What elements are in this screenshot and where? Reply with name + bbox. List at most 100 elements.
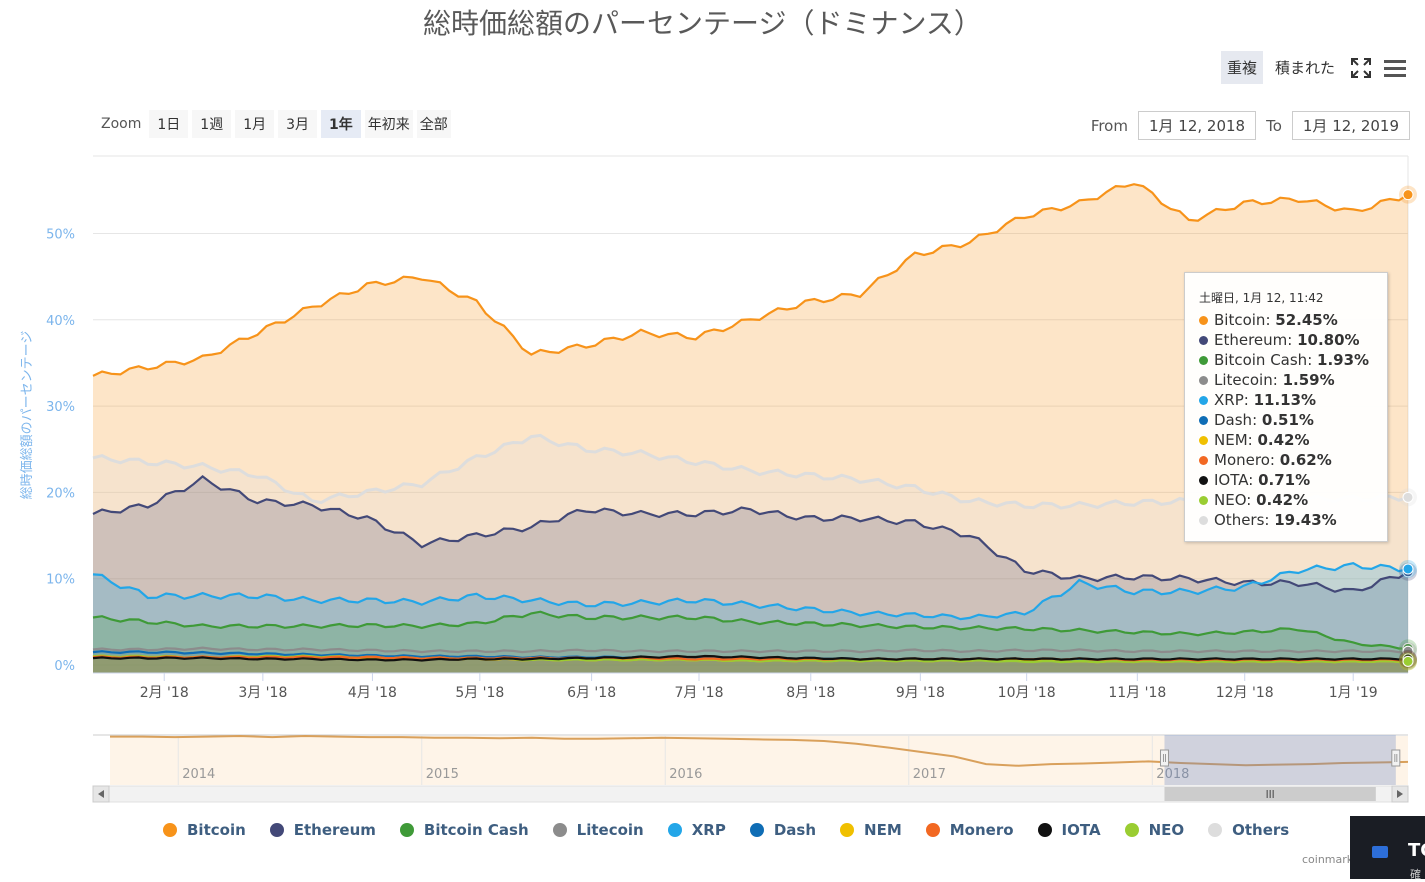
x-tick-label: 6月 '18 bbox=[567, 685, 616, 701]
y-tick-label: 40% bbox=[46, 314, 75, 329]
legend-label: NEM bbox=[864, 821, 902, 839]
chart-mode-toolbar: 重複 積まれた bbox=[1220, 51, 1409, 84]
x-tick-label: 10月 '18 bbox=[998, 685, 1056, 701]
legend-dot-icon bbox=[269, 823, 284, 837]
tooltip-row: Bitcoin: 52.45% bbox=[1199, 310, 1387, 330]
legend: Bitcoin Ethereum Bitcoin Cash Litecoin XRP Da… bbox=[163, 821, 1313, 839]
y-tick-label: 20% bbox=[46, 486, 75, 501]
scrollbar bbox=[92, 785, 1409, 803]
y-tick-label: 50% bbox=[46, 228, 75, 243]
legend-item-others[interactable]: Others bbox=[1208, 821, 1289, 839]
stacked-mode-button[interactable]: 積まれた bbox=[1274, 59, 1335, 77]
tooltip-dot-icon bbox=[1199, 436, 1208, 445]
widget-subtext: 確 bbox=[1410, 868, 1421, 881]
tooltip-row: IOTA: 0.71% bbox=[1199, 470, 1387, 490]
menu-icon[interactable] bbox=[1381, 54, 1409, 82]
tooltip-series-name: NEM: bbox=[1214, 431, 1258, 449]
series-line-litecoin bbox=[92, 646, 1409, 654]
tooltip-date: 土曜日, 1月 12, 11:42 bbox=[1199, 291, 1324, 305]
tooltip-dot-icon bbox=[1199, 376, 1208, 385]
tooltip-row: NEM: 0.42% bbox=[1199, 430, 1387, 450]
tooltip-series-value: 0.71% bbox=[1258, 471, 1311, 489]
series-area-xrp bbox=[93, 563, 1408, 673]
x-tick-label: 1月 '19 bbox=[1329, 685, 1378, 701]
legend-dot-icon bbox=[1124, 823, 1139, 837]
tooltip-series-value: 0.42% bbox=[1257, 431, 1310, 449]
tooltip-row: Others: 19.43% bbox=[1199, 510, 1387, 530]
tooltip-series-value: 1.93% bbox=[1317, 351, 1370, 369]
x-tick-label: 4月 '18 bbox=[348, 685, 397, 701]
legend-label: Dash bbox=[773, 821, 817, 839]
zoom-all-button[interactable]: 全部 bbox=[416, 110, 451, 138]
series-end-marker bbox=[1402, 563, 1414, 575]
tooltip-dot-icon bbox=[1199, 316, 1208, 325]
tooltip-dot-icon bbox=[1199, 336, 1208, 345]
legend-label: Monero bbox=[949, 821, 1014, 839]
legend-label: Ethereum bbox=[293, 821, 376, 839]
x-tick-label: 9月 '18 bbox=[896, 685, 945, 701]
zoom-3m-button[interactable]: 3月 bbox=[278, 110, 318, 138]
legend-label: Bitcoin Cash bbox=[423, 821, 529, 839]
tooltip-series-name: Ethereum: bbox=[1214, 331, 1298, 349]
series-end-marker bbox=[1402, 655, 1414, 667]
legend-dot-icon bbox=[163, 823, 177, 837]
navigator-right-handle[interactable] bbox=[1391, 749, 1401, 767]
legend-item-ethereum[interactable]: Ethereum bbox=[269, 821, 376, 839]
legend-item-bitcoin[interactable]: Bitcoin bbox=[163, 821, 246, 839]
x-tick-label: 3月 '18 bbox=[238, 685, 287, 701]
legend-item-nem[interactable]: NEM bbox=[840, 821, 902, 839]
zoom-1d-button[interactable]: 1日 bbox=[149, 110, 189, 138]
legend-item-xrp[interactable]: XRP bbox=[667, 821, 726, 839]
series-line-bitcoin bbox=[92, 183, 1409, 377]
legend-label: XRP bbox=[691, 821, 726, 839]
navigator-handle-body bbox=[1159, 749, 1169, 767]
legend-item-iota[interactable]: IOTA bbox=[1037, 821, 1101, 839]
navigator-year-label: 2014 bbox=[182, 767, 215, 782]
series-markers bbox=[1399, 185, 1417, 671]
tooltip-row: Bitcoin Cash: 1.93% bbox=[1199, 350, 1387, 370]
zoom-1w-button[interactable]: 1週 bbox=[192, 110, 232, 138]
from-date-input[interactable]: 1月 12, 2018 bbox=[1137, 111, 1257, 140]
zoom-selector: Zoom 1日 1週 1月 3月 1年 年初来 全部 bbox=[101, 110, 451, 138]
tooltip-series-value: 0.51% bbox=[1261, 411, 1314, 429]
tooltip-series-value: 1.59% bbox=[1282, 371, 1335, 389]
date-range: From 1月 12, 2018 To 1月 12, 2019 bbox=[1091, 111, 1410, 140]
legend-item-bitcoin-cash[interactable]: Bitcoin Cash bbox=[399, 821, 529, 839]
y-tick-label: 0% bbox=[54, 659, 75, 674]
legend-item-litecoin[interactable]: Litecoin bbox=[552, 821, 644, 839]
legend-label: Litecoin bbox=[576, 821, 644, 839]
legend-dot-icon bbox=[840, 823, 855, 837]
overlap-mode-button[interactable]: 重複 bbox=[1220, 51, 1263, 84]
navigator-handle-body bbox=[1391, 749, 1401, 767]
navigator-area-bg bbox=[110, 736, 1408, 785]
zoom-1y-button[interactable]: 1年 bbox=[321, 110, 361, 138]
x-tick-label: 8月 '18 bbox=[786, 685, 835, 701]
legend-label: Others bbox=[1232, 821, 1290, 839]
series-area-ethereum bbox=[93, 476, 1408, 673]
navigator-left-handle[interactable] bbox=[1159, 749, 1169, 767]
y-tick-label: 10% bbox=[46, 573, 75, 588]
to-date-input[interactable]: 1月 12, 2019 bbox=[1291, 111, 1410, 140]
tooltip-series-value: 11.13% bbox=[1253, 391, 1317, 409]
navigator-year-label: 2018 bbox=[1156, 767, 1189, 782]
legend-dot-icon bbox=[399, 823, 414, 837]
legend-item-dash[interactable]: Dash bbox=[749, 821, 817, 839]
corner-widget[interactable]: TC 確 bbox=[1350, 816, 1425, 881]
navigator-year-label: 2016 bbox=[669, 767, 702, 782]
zoom-1m-button[interactable]: 1月 bbox=[235, 110, 275, 138]
navigator-series-line bbox=[110, 734, 1409, 767]
navigator-selection bbox=[1164, 735, 1396, 785]
legend-item-monero[interactable]: Monero bbox=[925, 821, 1014, 839]
legend-item-neo[interactable]: NEO bbox=[1124, 821, 1184, 839]
navigator-year-label: 2017 bbox=[913, 767, 946, 782]
series-area-others bbox=[93, 435, 1408, 673]
fullscreen-icon[interactable] bbox=[1347, 54, 1375, 82]
tooltip-series-name: XRP: bbox=[1214, 391, 1254, 409]
tooltip-row: Monero: 0.62% bbox=[1199, 450, 1387, 470]
y-tick-label: 30% bbox=[46, 400, 75, 415]
tooltip-dot-icon bbox=[1199, 456, 1208, 465]
tooltip-row: NEO: 0.42% bbox=[1199, 490, 1387, 510]
zoom-ytd-button[interactable]: 年初来 bbox=[364, 110, 413, 138]
tooltip-series-value: 0.42% bbox=[1256, 491, 1309, 509]
tooltip-series-name: Monero: bbox=[1214, 451, 1280, 469]
